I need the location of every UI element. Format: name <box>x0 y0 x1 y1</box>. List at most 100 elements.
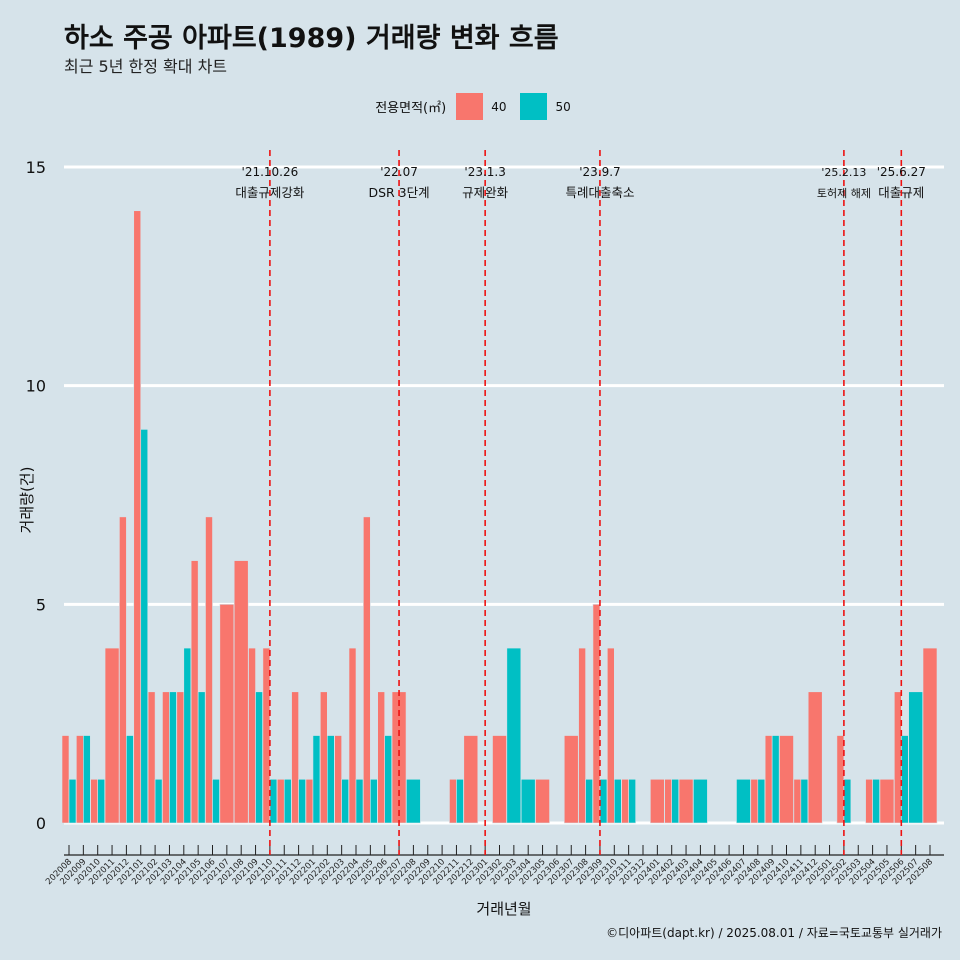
y-tick-label: 10 <box>26 377 46 396</box>
bar-50-202008 <box>68 778 77 824</box>
bar-40-202101 <box>133 210 142 824</box>
bar-40-202508 <box>922 647 938 824</box>
bar-50-202205 <box>370 778 378 824</box>
chart-title: 하소 주공 아파트(1989) 거래량 변화 흐름 <box>64 23 559 54</box>
legend-swatch-40 <box>456 93 484 120</box>
event-date: '25.2.13 <box>821 166 866 179</box>
bar-50-202112 <box>298 778 306 824</box>
bar-40-202310 <box>606 647 615 824</box>
bar-50-202201 <box>312 735 321 824</box>
bar-40-202204 <box>348 647 357 824</box>
bar-50-202105 <box>197 691 206 824</box>
bar-40-202308 <box>578 647 586 824</box>
event-date: '22.07 <box>380 165 418 179</box>
bar-50-202303 <box>506 647 522 824</box>
legend-label-40: 40 <box>491 99 507 114</box>
bar-50-202507 <box>908 691 923 824</box>
legend-label-50: 50 <box>555 99 571 114</box>
bar-40-202305 <box>535 778 550 824</box>
bar-40-202201 <box>305 778 314 824</box>
event-label: 특례대출축소 <box>565 185 634 200</box>
bar-40-202008 <box>61 735 70 824</box>
bar-40-202402 <box>664 778 673 824</box>
event-date: '23.1.3 <box>464 165 505 179</box>
bar-40-202403 <box>678 778 694 824</box>
bar-40-202203 <box>334 735 342 824</box>
bar-50-202208 <box>406 778 421 824</box>
y-axis-title: 거래량(건) <box>18 467 36 534</box>
event-label: 규제완화 <box>462 185 509 200</box>
bar-50-202304 <box>520 778 536 824</box>
bar-50-202111 <box>283 778 292 824</box>
bar-50-202404 <box>693 778 708 824</box>
y-tick-label: 0 <box>36 814 46 833</box>
bar-50-202012 <box>126 735 134 824</box>
bar-40-202506 <box>893 691 902 824</box>
event-date: '23.9.7 <box>579 165 620 179</box>
bar-50-202502 <box>843 778 852 824</box>
bar-50-202506 <box>900 735 909 824</box>
event-label: DSR 3단계 <box>368 185 429 200</box>
bar-40-202104 <box>176 691 185 824</box>
bar-40-202202 <box>319 691 328 824</box>
bar-40-202302 <box>492 735 507 824</box>
bar-40-202112 <box>291 691 299 824</box>
bar-50-202202 <box>326 735 335 824</box>
bar-40-202109 <box>248 647 256 824</box>
bar-40-202212 <box>463 735 479 824</box>
event-date: '21.10.26 <box>242 165 299 179</box>
bar-40-202410 <box>779 735 794 824</box>
bar-50-202110 <box>269 778 278 824</box>
bar-40-202205 <box>363 516 371 824</box>
chart-subtitle: 최근 5년 한정 확대 차트 <box>64 57 228 76</box>
bar-50-202102 <box>154 778 163 824</box>
bar-50-202411 <box>800 778 809 824</box>
bar-50-202504 <box>872 778 880 824</box>
bar-40-202108 <box>233 560 249 824</box>
bar-40-202311 <box>621 778 629 824</box>
bar-50-202204 <box>355 778 364 824</box>
event-label: 토허제 해제 <box>817 186 871 200</box>
y-tick-label: 5 <box>36 595 46 614</box>
bar-50-202106 <box>212 778 220 824</box>
bar-40-202105 <box>190 560 199 824</box>
bar-50-202101 <box>140 429 149 824</box>
bar-50-202402 <box>671 778 680 824</box>
bar-40-202111 <box>276 778 285 824</box>
chart-caption: ©디아파트(dapt.kr) / 2025.08.01 / 자료=국토교통부 실… <box>606 926 942 940</box>
bar-50-202103 <box>169 691 177 824</box>
bar-40-202107 <box>219 604 235 824</box>
bar-50-202203 <box>341 778 349 824</box>
bar-40-202409 <box>764 735 773 824</box>
bar-50-202009 <box>83 735 91 824</box>
bar-50-202104 <box>183 647 192 824</box>
bar-40-202206 <box>377 691 386 824</box>
bar-40-202307 <box>563 735 579 824</box>
bar-40-202411 <box>793 778 802 824</box>
event-label: 대출규제 <box>878 185 924 200</box>
bar-40-202009 <box>76 735 84 824</box>
bar-40-202106 <box>205 516 213 824</box>
bar-40-202010 <box>90 778 98 824</box>
bar-40-202309 <box>592 604 601 824</box>
bar-40-202110 <box>262 647 271 824</box>
bar-40-202502 <box>836 735 845 824</box>
event-label: 대출규제강화 <box>235 185 305 200</box>
bar-40-202412 <box>807 691 823 824</box>
bar-50-202409 <box>771 735 780 824</box>
bar-50-202310 <box>613 778 622 824</box>
event-date: '25.6.27 <box>877 165 926 179</box>
legend: 전용면적(㎡) 40 50 <box>0 93 960 120</box>
bar-40-202504 <box>865 778 873 824</box>
bar-50-202010 <box>97 778 105 824</box>
bar-50-202309 <box>599 778 608 824</box>
bar-50-202206 <box>384 735 393 824</box>
bar-50-202407 <box>736 778 751 824</box>
bar-40-202103 <box>162 691 170 824</box>
legend-title: 전용면적(㎡) <box>375 101 447 116</box>
bar-40-202408 <box>750 778 759 824</box>
legend-swatch-50 <box>520 93 548 120</box>
bar-40-202102 <box>147 691 156 824</box>
bar-50-202408 <box>757 778 766 824</box>
